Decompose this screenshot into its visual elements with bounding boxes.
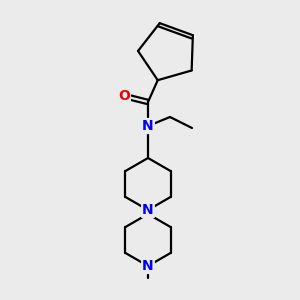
Text: N: N [142,259,154,273]
Text: N: N [142,203,154,217]
Text: N: N [142,119,154,133]
Text: O: O [118,89,130,103]
